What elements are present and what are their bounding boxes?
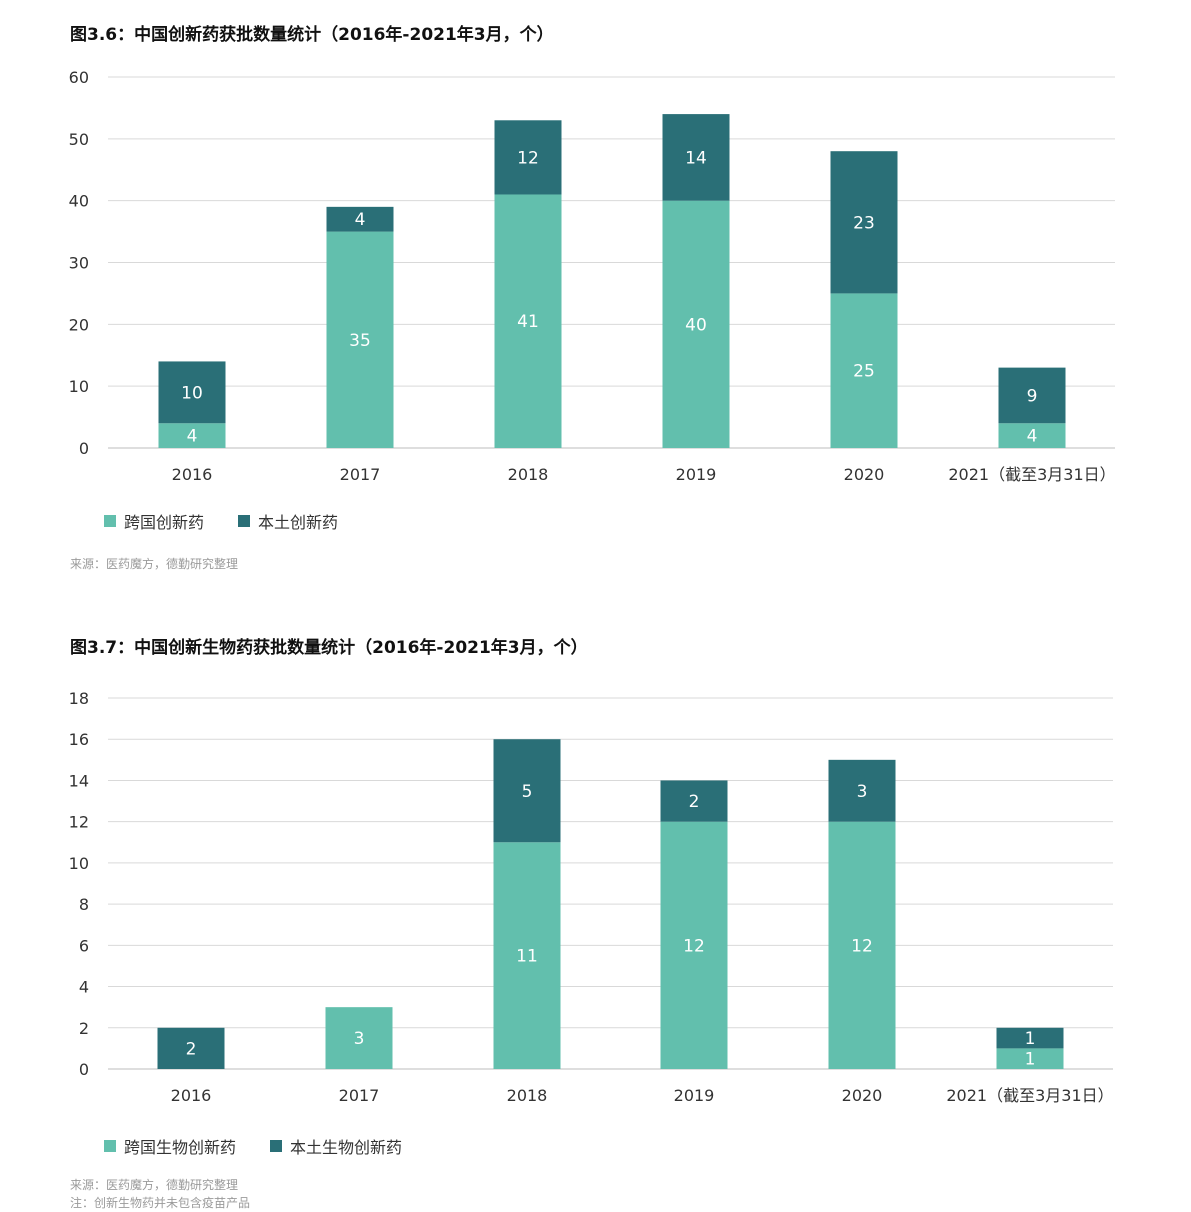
bar-segment [494,120,562,195]
bar-segment [494,194,562,448]
source-note: 来源：医药魔方，德勤研究整理 [70,557,239,571]
stacked-bar-chart: 0 10 20 30 40 50 60 4 10 2016 35 4 2017 41 12 2018 40 14 2… [69,68,1116,484]
legend-swatch-icon [238,515,251,527]
bar-segment [158,361,226,424]
legend-swatch-icon [270,1140,283,1152]
data-label: 10 [181,383,203,403]
bar-segment [158,423,226,448]
y-tick-label: 20 [69,315,89,334]
data-label: 23 [853,213,875,233]
data-label: 4 [355,210,366,230]
bar-segment [493,739,561,843]
bar-segment [996,1048,1064,1069]
y-tick-label: 60 [69,68,89,87]
data-label: 40 [685,315,707,335]
y-tick-label: 14 [69,771,89,790]
y-tick-label: 40 [69,192,89,211]
x-tick-label: 2019 [676,465,717,484]
data-label: 2 [689,792,700,812]
legend-label: 本土创新药 [258,513,339,532]
legend-item-domestic: 本土生物创新药 [270,1134,402,1158]
data-label: 9 [1027,386,1038,406]
x-tick-label: 2020 [842,1086,883,1105]
legend-label: 跨国创新药 [124,513,205,532]
legend-swatch-icon [104,1140,116,1152]
y-tick-label: 16 [69,730,89,749]
legend-swatch-icon [104,515,116,527]
x-tick-label: 2016 [172,465,213,484]
bar-segment [828,759,896,822]
bar-segment [660,780,728,822]
data-label: 11 [516,947,538,967]
bar-segment [830,293,898,448]
bar-segment [662,200,730,448]
x-tick-label: 2020 [844,465,885,484]
bar-segment [830,151,898,294]
legend-item-multinational: 跨国创新药 [104,509,204,533]
y-tick-label: 6 [79,936,89,955]
data-label: 5 [522,782,533,802]
data-label: 12 [683,936,705,956]
data-label: 1 [1025,1050,1036,1070]
bar-segment [996,1027,1064,1049]
data-label: 3 [354,1029,365,1049]
data-label: 3 [857,782,868,802]
x-tick-label: 2018 [508,465,549,484]
data-label: 1 [1025,1029,1036,1049]
bar-segment [998,423,1066,448]
data-label: 41 [517,312,539,332]
data-label: 12 [851,936,873,956]
y-tick-label: 18 [69,689,89,708]
y-tick-label: 4 [79,978,89,997]
x-tick-label: 2021（截至3月31日） [948,465,1115,484]
chart-title: 图3.6：中国创新药获批数量统计（2016年-2021年3月，个） [70,25,554,45]
bar-segment [828,821,896,1069]
chart-legend: 跨国创新药 本土创新药 [104,509,338,533]
bar-segment [325,1007,393,1069]
source-note: 来源：医药魔方，德勤研究整理 [70,1178,239,1192]
x-tick-label: 2018 [507,1086,548,1105]
legend-item-domestic: 本土创新药 [238,509,338,533]
y-tick-label: 2 [79,1019,89,1038]
x-tick-label: 2019 [674,1086,715,1105]
chart-3-7: 图3.7：中国创新生物药获批数量统计（2016年-2021年3月，个） 0 2 4 6… [0,600,1191,1212]
x-tick-label: 2017 [339,1086,380,1105]
y-tick-label: 12 [69,813,89,832]
x-tick-label: 2016 [171,1086,212,1105]
y-tick-label: 30 [69,254,89,273]
y-tick-label: 0 [79,1060,89,1079]
data-label: 2 [186,1039,197,1059]
x-tick-label: 2021（截至3月31日） [946,1086,1113,1105]
data-label: 12 [517,148,539,168]
bar-segment [662,114,730,201]
data-label: 4 [1027,427,1038,447]
y-tick-label: 0 [79,439,89,458]
bar-segment [660,821,728,1069]
stacked-bar-chart: 0 2 4 6 8 10 12 14 16 18 2 2016 3 2017 11 5 2018 12 2 2019 1… [69,689,1114,1105]
y-tick-label: 10 [69,377,89,396]
data-label: 25 [853,362,875,382]
y-tick-label: 50 [69,130,89,149]
chart-legend: 跨国生物创新药 本土生物创新药 [104,1134,402,1158]
data-label: 14 [685,148,707,168]
footnote: 注：创新生物药并未包含疫苗产品 [70,1196,251,1210]
legend-label: 跨国生物创新药 [124,1138,237,1157]
bar-segment [157,1027,225,1069]
bar-segment [493,842,561,1069]
chart-title: 图3.7：中国创新生物药获批数量统计（2016年-2021年3月，个） [70,638,588,658]
y-tick-label: 8 [79,895,89,914]
y-tick-label: 10 [69,854,89,873]
legend-item-multinational: 跨国生物创新药 [104,1134,236,1158]
legend-label: 本土生物创新药 [290,1138,403,1157]
bar-segment [326,206,394,232]
bar-segment [326,231,394,448]
bar-segment [998,367,1066,424]
data-label: 4 [187,427,198,447]
chart-3-6: 图3.6：中国创新药获批数量统计（2016年-2021年3月，个） 0 10 20 3… [0,0,1191,600]
data-label: 35 [349,331,371,351]
x-tick-label: 2017 [340,465,381,484]
